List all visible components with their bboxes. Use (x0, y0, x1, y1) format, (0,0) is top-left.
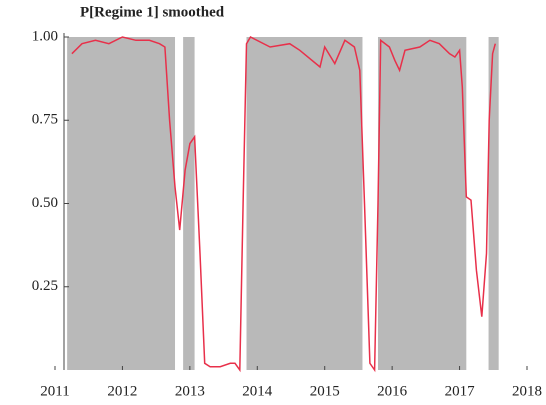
regime-band (377, 37, 467, 370)
chart-title: P[Regime 1] smoothed (80, 4, 225, 20)
x-tick-label: 2018 (512, 383, 542, 399)
x-tick-label: 2015 (310, 383, 340, 399)
x-tick-label: 2011 (40, 383, 69, 399)
y-tick-label: 0.50 (32, 195, 58, 211)
regime-band (183, 37, 195, 370)
regime-band (246, 37, 363, 370)
y-tick-label: 0.75 (32, 112, 58, 128)
x-tick-label: 2012 (107, 383, 137, 399)
regime-band (67, 37, 176, 370)
x-tick-label: 2013 (175, 383, 205, 399)
x-tick-label: 2016 (377, 383, 408, 399)
y-tick-label: 0.25 (32, 278, 58, 294)
x-tick-label: 2014 (242, 383, 273, 399)
x-tick-label: 2017 (445, 383, 476, 399)
y-tick-label: 1.00 (32, 28, 58, 44)
regime-line (71, 36, 497, 373)
regime-band (488, 37, 499, 370)
